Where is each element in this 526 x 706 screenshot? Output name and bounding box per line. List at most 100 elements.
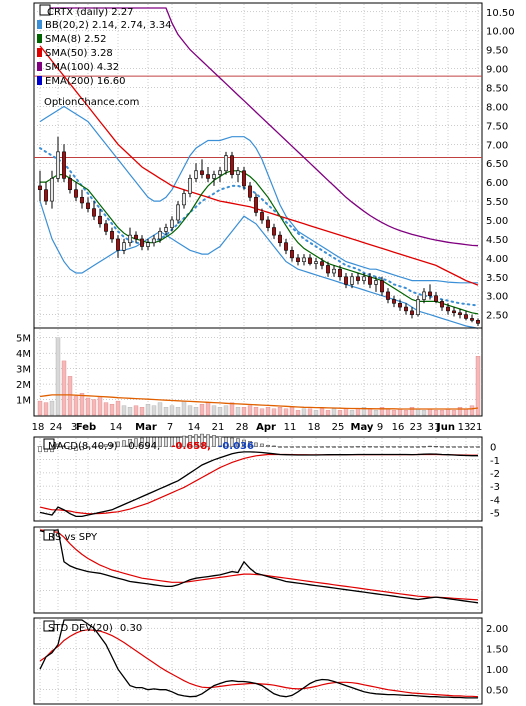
macd-histogram-bar xyxy=(428,445,432,448)
macd-histogram-bar xyxy=(380,446,384,448)
macd-histogram-bar xyxy=(356,446,360,448)
volume-bar xyxy=(277,407,283,416)
volume-y-tick-labels: 5M 4M 3M 2M 1M xyxy=(16,334,31,407)
macd-histogram-bar xyxy=(140,437,144,447)
bb-upper-line xyxy=(39,105,478,284)
candle-body xyxy=(284,242,288,251)
volume-bar xyxy=(415,408,421,416)
x-axis-label: Feb xyxy=(76,422,96,433)
volume-bar xyxy=(217,407,223,416)
std-y-tick-labels: 2.00 1.50 1.00 0.50 xyxy=(486,624,508,697)
price-y-tick: 2.50 xyxy=(486,311,508,322)
volume-bar xyxy=(373,410,379,416)
candle-body xyxy=(188,178,192,194)
macd-histogram-bar xyxy=(338,446,342,448)
macd-histogram-bar xyxy=(350,446,354,448)
x-axis-label: 11 xyxy=(284,422,297,433)
macd-panel-frame xyxy=(33,436,483,522)
macd-histogram-bar xyxy=(284,446,288,448)
candle-body xyxy=(332,268,336,274)
macd-value: -0.694, xyxy=(125,441,160,452)
sma100-line xyxy=(40,7,479,247)
volume-bar xyxy=(151,405,157,416)
macd-histogram-bar xyxy=(116,441,120,447)
volume-panel-frame xyxy=(33,327,483,417)
volume-bar xyxy=(133,405,139,416)
price-y-tick: 4.50 xyxy=(486,235,508,246)
price-title: CRTX (daily) 2.27 xyxy=(47,7,134,18)
rs-average-line xyxy=(39,529,479,601)
candle-body xyxy=(56,151,60,179)
x-axis-label: Jun xyxy=(436,422,455,433)
volume-bar xyxy=(253,407,259,416)
volume-bar xyxy=(61,360,67,416)
candle-body xyxy=(422,291,426,300)
candle-body xyxy=(248,185,252,198)
macd-histogram-bar xyxy=(278,446,282,448)
candle-body xyxy=(446,306,450,312)
x-axis-label: 14 xyxy=(188,422,201,433)
macd-signal-line xyxy=(39,453,478,515)
x-axis-label: May xyxy=(351,422,374,433)
macd-histogram-bar xyxy=(236,438,240,447)
x-axis-label: Apr xyxy=(256,422,276,433)
macd-histogram-bar xyxy=(308,446,312,448)
volume-bar xyxy=(109,403,115,416)
price-y-tick: 10.50 xyxy=(486,8,515,19)
legend-entry: SMA(100) 4.32 xyxy=(45,62,119,73)
sma8-line xyxy=(40,170,479,315)
macd-y-tick: -5 xyxy=(490,508,500,519)
candle-body xyxy=(272,227,276,236)
volume-bar xyxy=(49,400,55,416)
candle-body xyxy=(290,249,294,259)
x-axis-label: 16 xyxy=(392,422,405,433)
candle-body xyxy=(104,223,108,232)
macd-histogram-bar xyxy=(272,445,276,447)
volume-bar xyxy=(397,408,403,416)
legend-swatch xyxy=(37,48,42,57)
std-panel-frame xyxy=(33,617,483,705)
legend-swatch xyxy=(37,76,42,85)
macd-histogram-bar xyxy=(422,446,426,448)
sma50-line xyxy=(39,45,479,286)
volume-bar xyxy=(139,407,145,416)
legend-entry: EMA(200) 16.60 xyxy=(45,76,125,87)
candle-body xyxy=(38,185,42,191)
volume-bar xyxy=(199,403,205,416)
macd-histogram-bar xyxy=(146,437,150,447)
candle-body xyxy=(452,310,456,314)
x-axis-label: 23 xyxy=(410,422,423,433)
rs-panel: RS vs SPY xyxy=(33,526,483,614)
macd-histogram-bar xyxy=(164,437,168,447)
price-y-tick: 5.00 xyxy=(486,216,508,227)
macd-histogram-bar xyxy=(206,434,210,447)
macd-histogram-bar xyxy=(92,446,96,448)
volume-bar xyxy=(289,407,295,416)
volume-bar xyxy=(211,405,217,416)
price-y-tick: 7.50 xyxy=(486,121,508,132)
macd-histogram-bar xyxy=(326,446,330,448)
candle-body xyxy=(428,291,432,297)
candle-body xyxy=(110,231,114,240)
candle-body xyxy=(98,215,102,225)
candle-body xyxy=(182,193,186,206)
volume-bar xyxy=(355,408,361,416)
std-value: 0.30 xyxy=(120,623,142,634)
candle-body xyxy=(434,295,438,302)
price-y-tick: 8.50 xyxy=(486,84,508,95)
volume-bar xyxy=(205,402,211,416)
macd-signal-value: -0.658, xyxy=(171,441,211,452)
candle-body xyxy=(86,202,90,209)
volume-bar xyxy=(97,396,103,416)
volume-bar xyxy=(181,400,187,416)
candle-body xyxy=(338,268,342,278)
macd-histogram-bar xyxy=(314,446,318,448)
candle-body xyxy=(368,276,372,285)
legend-swatch xyxy=(37,62,42,71)
macd-histogram-bar xyxy=(218,436,222,447)
x-axis-label: 18 xyxy=(308,422,321,433)
macd-histogram-bar xyxy=(344,446,348,448)
volume-bar xyxy=(121,405,127,416)
candle-body xyxy=(158,231,162,240)
